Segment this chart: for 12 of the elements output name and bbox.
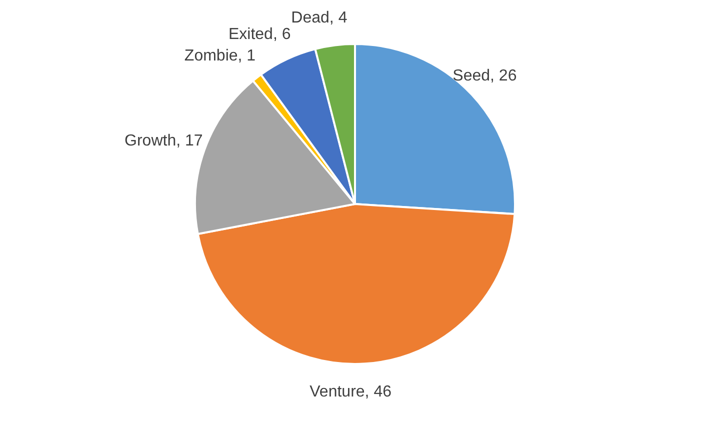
slice-label: Seed xyxy=(452,67,490,84)
data-label: , 1 xyxy=(238,47,256,64)
slice-label: Growth xyxy=(124,132,176,150)
data-label: , 46 xyxy=(364,384,392,401)
slice-label: Zombie xyxy=(184,47,238,64)
slice-label: Venture xyxy=(310,384,365,401)
slice-label: Exited xyxy=(228,26,273,43)
data-label: , 6 xyxy=(272,26,291,43)
data-label: , 4 xyxy=(329,9,348,26)
slice-label: Dead xyxy=(291,9,330,26)
data-label: , 17 xyxy=(176,132,203,150)
data-label: , 26 xyxy=(490,67,517,84)
